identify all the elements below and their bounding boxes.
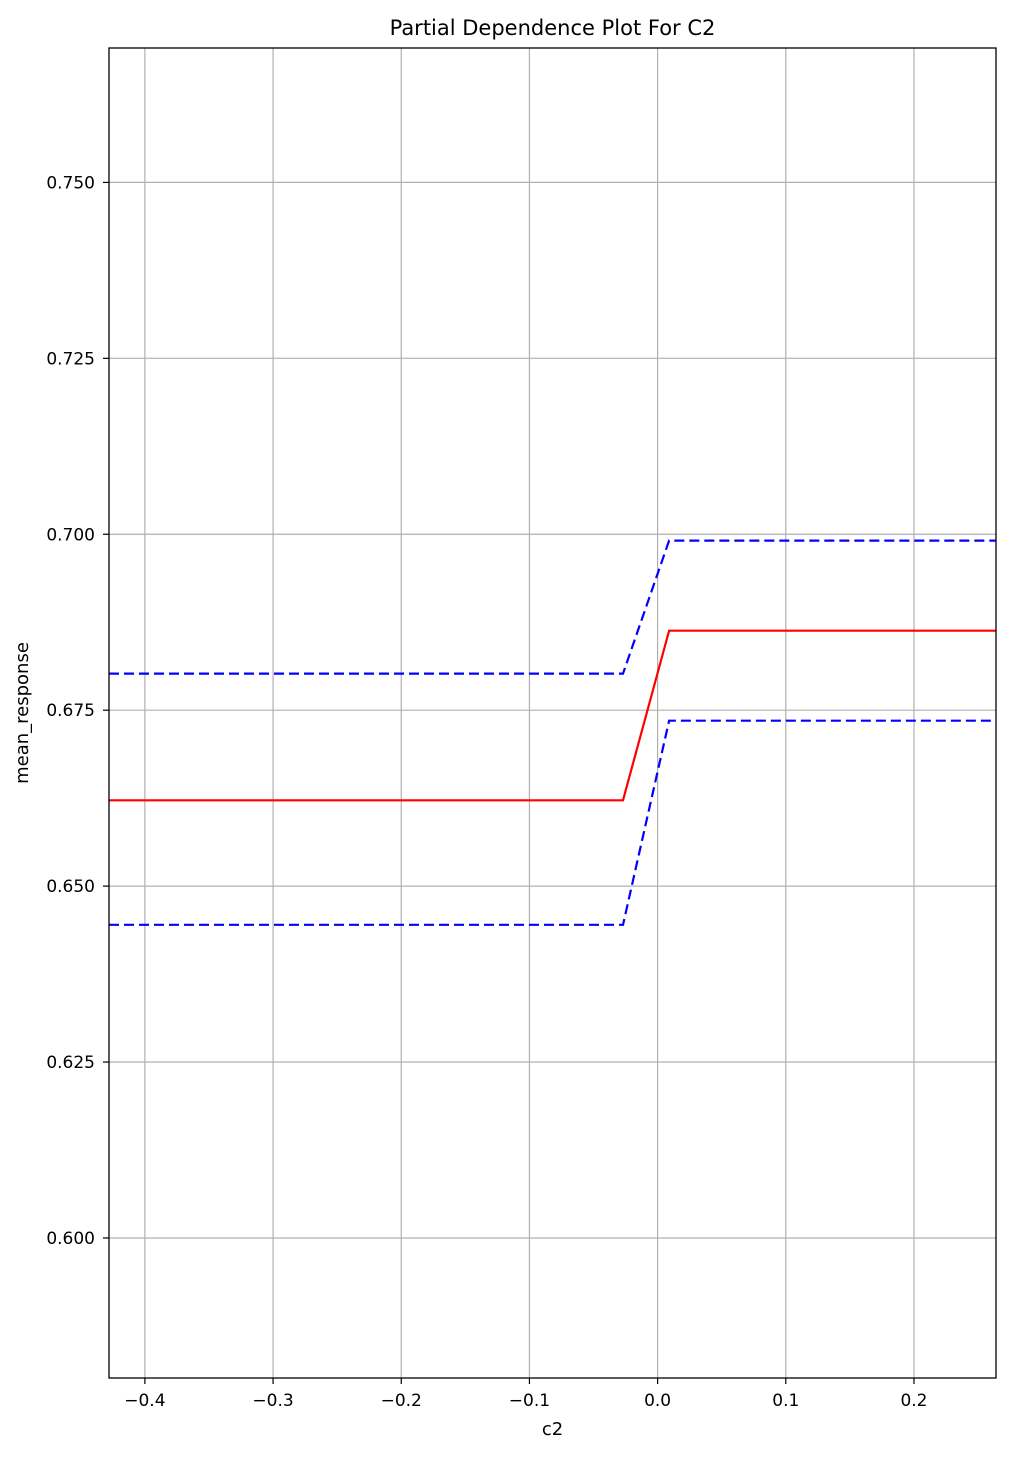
plot-frame — [108, 47, 997, 1379]
mean-response-line — [109, 629, 996, 802]
ticks: −0.4 −0.3 −0.2 −0.1 0.0 0.1 0.2 0.600 0.625 0.650… — [46, 173, 927, 1411]
x-tick-label: −0.3 — [252, 1391, 293, 1411]
y-tick-label: 0.675 — [46, 701, 95, 721]
y-tick-label: 0.750 — [46, 173, 95, 193]
x-tick-label: −0.2 — [381, 1391, 422, 1411]
x-tick-label: 0.0 — [644, 1391, 671, 1411]
lower-bound-line — [109, 719, 996, 926]
y-tick-label: 0.600 — [46, 1229, 95, 1249]
y-tick-label: 0.625 — [46, 1053, 95, 1073]
y-tick-label: 0.725 — [46, 349, 95, 369]
chart-title: Partial Dependence Plot For C2 — [390, 16, 716, 40]
x-tick-label: −0.4 — [124, 1391, 165, 1411]
y-tick-label: 0.700 — [46, 525, 95, 545]
y-axis-label: mean_response — [12, 642, 33, 784]
x-axis-label: c2 — [542, 1419, 563, 1440]
upper-bound-line — [109, 539, 996, 675]
x-tick-label: 0.1 — [772, 1391, 799, 1411]
grid — [109, 48, 996, 1378]
x-tick-label: 0.2 — [900, 1391, 927, 1411]
x-tick-label: −0.1 — [509, 1391, 550, 1411]
series-layer — [109, 539, 996, 926]
y-tick-label: 0.650 — [46, 877, 95, 897]
